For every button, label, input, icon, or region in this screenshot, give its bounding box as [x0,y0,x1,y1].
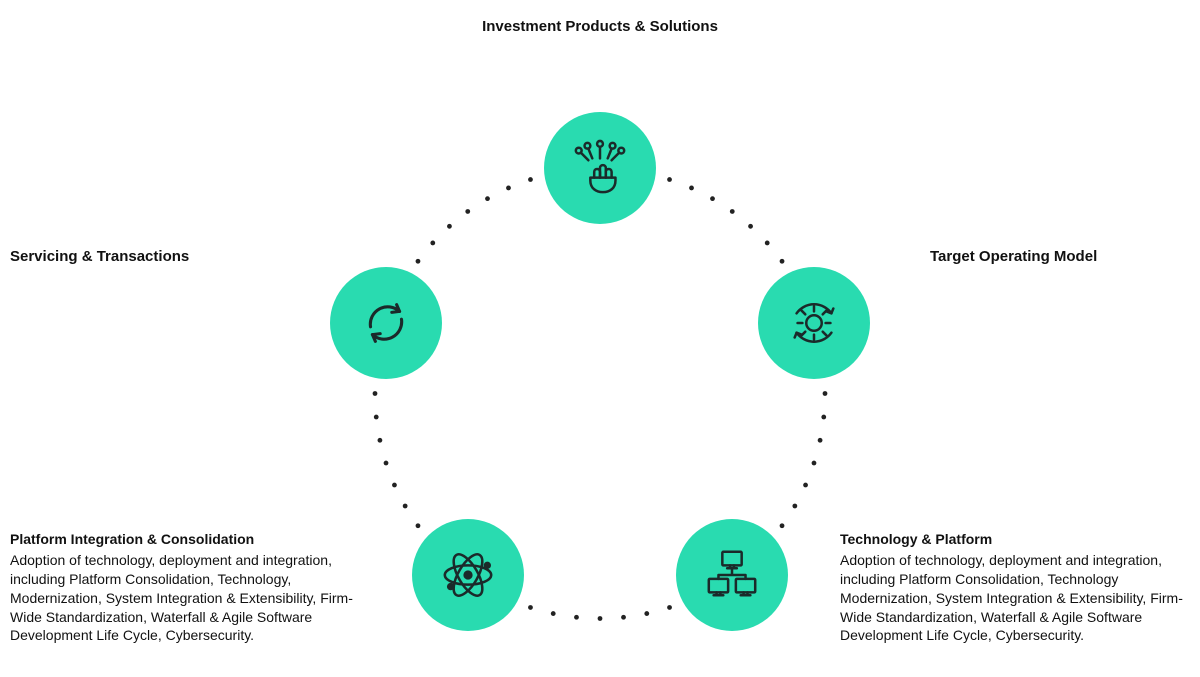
sync-arrows-icon [357,294,415,352]
desc-left-body: Adoption of technology, deployment and i… [10,551,360,645]
desc-right-body: Adoption of technology, deployment and i… [840,551,1190,645]
label-target-operating-model: Target Operating Model [930,248,1097,265]
node-right [758,267,870,379]
label-servicing: Servicing & Transactions [10,248,189,265]
gear-cycle-icon [785,294,843,352]
node-top [544,112,656,224]
desc-box-technology-platform: Technology & Platform Adoption of techno… [840,530,1190,645]
desc-right-title: Technology & Platform [840,530,1190,549]
touch-network-icon [571,139,629,197]
node-bottom-right [676,519,788,631]
node-left [330,267,442,379]
title-top: Investment Products & Solutions [482,18,718,35]
node-bottom-left [412,519,524,631]
diagram-ring [290,110,910,677]
desc-left-title: Platform Integration & Consolidation [10,530,360,549]
monitors-icon [703,546,761,604]
atom-icon [439,546,497,604]
desc-box-platform-integration: Platform Integration & Consolidation Ado… [10,530,360,645]
